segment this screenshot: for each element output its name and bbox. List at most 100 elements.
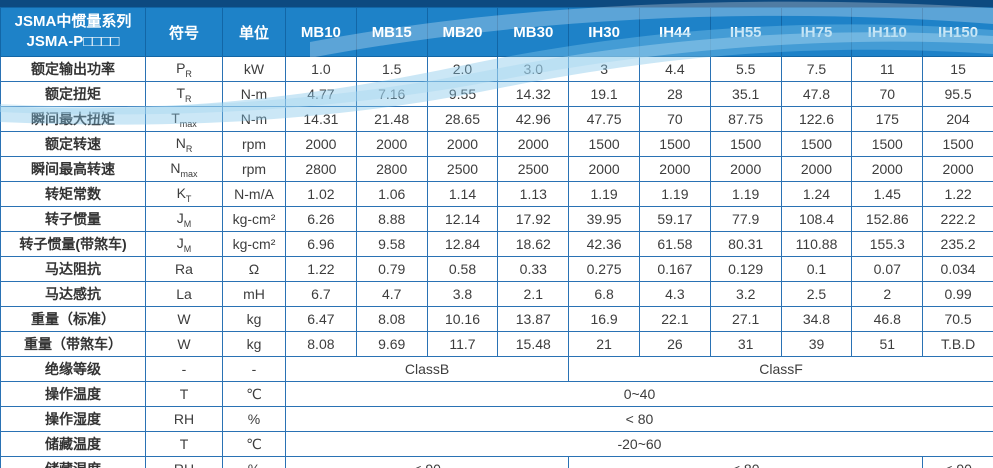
row-label-cell: 转子惯量	[0, 206, 146, 232]
value-cell: 1.19	[568, 181, 640, 207]
value-cell: 7.16	[355, 81, 428, 107]
value-cell: 0.167	[638, 256, 711, 282]
value-cell: 1500	[851, 131, 924, 157]
unit-cell: ℃	[222, 381, 286, 407]
value-cell: 77.9	[709, 206, 782, 232]
merged-value-cell: 0~40	[285, 381, 993, 407]
value-cell: 10.16	[426, 306, 499, 332]
unit-cell: Ω	[222, 256, 286, 282]
value-cell: 35.1	[709, 81, 782, 107]
value-cell: 34.8	[780, 306, 853, 332]
value-cell: 1.0	[285, 56, 357, 82]
value-cell: 152.86	[851, 206, 924, 232]
value-cell: 2000	[851, 156, 924, 182]
merged-value-cell: < 90	[922, 456, 993, 468]
value-cell: 2800	[355, 156, 428, 182]
value-cell: 2800	[285, 156, 357, 182]
symbol-cell: TR	[145, 81, 223, 107]
value-cell: 110.88	[780, 231, 853, 257]
value-cell: 1.19	[638, 181, 711, 207]
value-cell: 6.7	[285, 281, 357, 307]
value-cell: 2.1	[497, 281, 570, 307]
value-cell: 1.19	[709, 181, 782, 207]
value-cell: 15.48	[497, 331, 570, 357]
value-cell: 80.31	[709, 231, 782, 257]
value-cell: 0.07	[851, 256, 924, 282]
row-label-cell: 重量（带煞车）	[0, 331, 146, 357]
value-cell: 16.9	[568, 306, 640, 332]
row-label-cell: 操作湿度	[0, 406, 146, 432]
value-cell: 4.4	[638, 56, 711, 82]
value-cell: 1.06	[355, 181, 428, 207]
row-label-cell: 储藏湿度	[0, 456, 146, 468]
value-cell: 1.24	[780, 181, 853, 207]
unit-cell: N-m	[222, 81, 286, 107]
value-cell: 1500	[780, 131, 853, 157]
value-cell: 122.6	[780, 106, 853, 132]
value-cell: 9.58	[355, 231, 428, 257]
unit-cell: kg	[222, 306, 286, 332]
row-label-cell: 操作温度	[0, 381, 146, 407]
value-cell: 3.8	[426, 281, 499, 307]
value-cell: 1.13	[497, 181, 570, 207]
spec-table-body: 额定输出功率 PR kW 1.0 1.5 2.0 3.0 3 4.4 5.5 7.5 11 15 额定扭矩…	[0, 56, 993, 468]
value-cell: 59.17	[638, 206, 711, 232]
symbol-cell: W	[145, 306, 223, 332]
row-label-cell: 绝缘等级	[0, 356, 146, 382]
merged-value-cell: < 80	[285, 406, 993, 432]
value-cell: 1.02	[285, 181, 357, 207]
unit-cell: N-m	[222, 106, 286, 132]
value-cell: 1500	[709, 131, 782, 157]
value-cell: 0.33	[497, 256, 570, 282]
table-row: 额定扭矩 TR N-m 4.77 7.16 9.55 14.32 19.1 28 35.1 47.8…	[0, 81, 993, 107]
value-cell: 12.84	[426, 231, 499, 257]
value-cell: 1.22	[285, 256, 357, 282]
value-cell: 0.58	[426, 256, 499, 282]
spec-table: JSMA中惯量系列 JSMA-P□□□□ 符号 单位 MB10 MB15 MB20 M…	[0, 7, 993, 468]
value-cell: 2500	[426, 156, 499, 182]
value-cell: 1500	[638, 131, 711, 157]
value-cell: 70	[851, 81, 924, 107]
value-cell: 17.92	[497, 206, 570, 232]
unit-cell: kg-cm²	[222, 206, 286, 232]
row-label-cell: 储藏温度	[0, 431, 146, 457]
value-cell: 9.55	[426, 81, 499, 107]
merged-value-cell: ClassF	[568, 356, 993, 382]
value-cell: 2	[851, 281, 924, 307]
value-cell: 2000	[497, 131, 570, 157]
unit-cell: rpm	[222, 131, 286, 157]
series-title-line2: JSMA-P□□□□	[26, 33, 120, 50]
value-cell: 39.95	[568, 206, 640, 232]
value-cell: 22.1	[638, 306, 711, 332]
row-label-cell: 转矩常数	[0, 181, 146, 207]
unit-cell: rpm	[222, 156, 286, 182]
symbol-cell: W	[145, 331, 223, 357]
column-header-unit: 单位	[222, 7, 286, 57]
symbol-cell: PR	[145, 56, 223, 82]
value-cell: 0.034	[922, 256, 993, 282]
unit-cell: -	[222, 356, 286, 382]
merged-value-cell: -20~60	[285, 431, 993, 457]
row-label-cell: 瞬间最高转速	[0, 156, 146, 182]
value-cell: 13.87	[497, 306, 570, 332]
table-row: 储藏湿度RH%< 90< 80< 90	[0, 456, 993, 468]
row-label-cell: 重量（标准）	[0, 306, 146, 332]
value-cell: 1.45	[851, 181, 924, 207]
value-cell: 0.275	[568, 256, 640, 282]
value-cell: 95.5	[922, 81, 993, 107]
row-label-cell: 瞬间最大扭矩	[0, 106, 146, 132]
value-cell: 175	[851, 106, 924, 132]
merged-value-cell: < 90	[284, 456, 570, 468]
merged-value-cell: ClassB	[284, 356, 570, 382]
value-cell: T.B.D	[922, 331, 993, 357]
value-cell: 3.2	[709, 281, 782, 307]
unit-cell: N-m/A	[222, 181, 286, 207]
value-cell: 1500	[568, 131, 640, 157]
table-row: 瞬间最高转速 Nmax rpm 2800 2800 2500 2500 2000 2000 200…	[0, 156, 993, 182]
symbol-cell: RH	[145, 406, 223, 432]
table-row: 储藏温度 T ℃ -20~60	[0, 431, 993, 457]
value-cell: 18.62	[497, 231, 570, 257]
value-cell: 4.7	[355, 281, 428, 307]
column-header-symbol: 符号	[145, 7, 223, 57]
value-cell: 8.88	[355, 206, 428, 232]
